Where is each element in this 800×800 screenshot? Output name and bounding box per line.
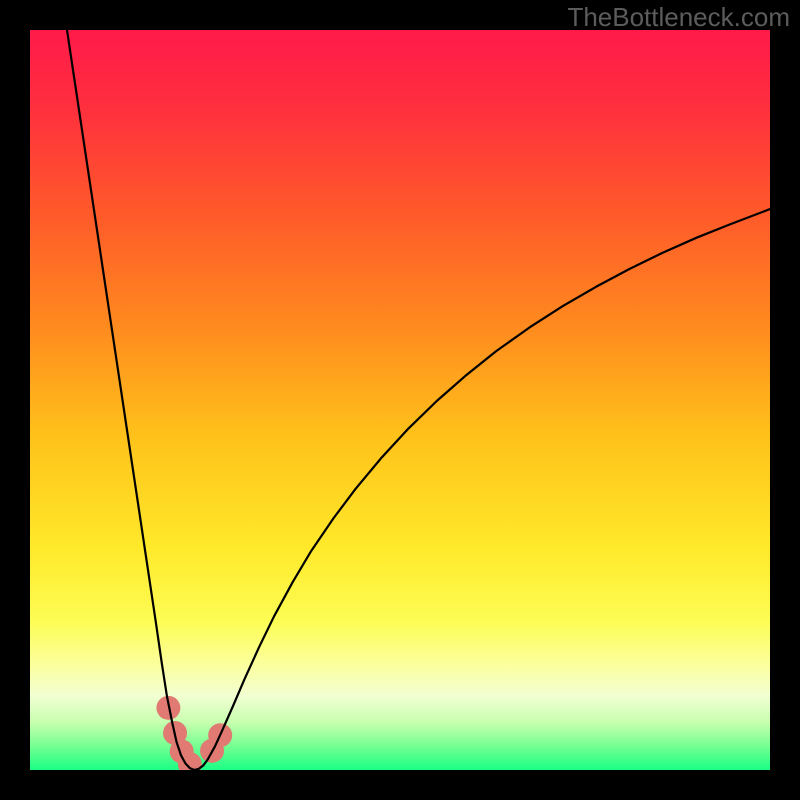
- markers-left: [156, 696, 201, 770]
- curve-overlay: [30, 30, 770, 770]
- bottleneck-curve: [67, 30, 770, 770]
- plot-area: [30, 30, 770, 770]
- watermark-label: TheBottleneck.com: [567, 2, 790, 33]
